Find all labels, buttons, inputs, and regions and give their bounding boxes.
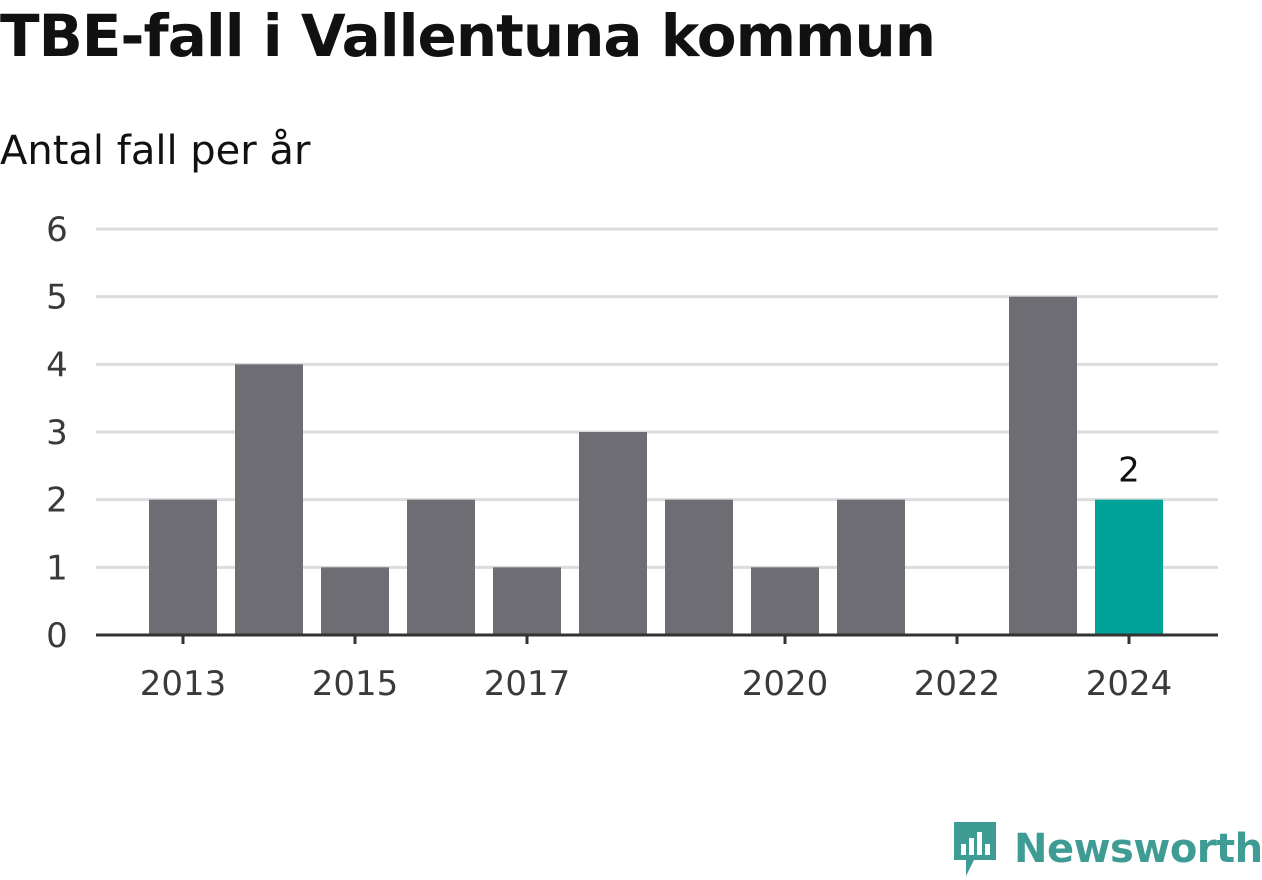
bar-2020 <box>751 567 819 635</box>
x-tick-label: 2020 <box>742 664 829 704</box>
bar-2023 <box>1009 296 1077 635</box>
bar-2018 <box>579 432 647 635</box>
y-tick-label: 1 <box>46 548 68 588</box>
bar-2024 <box>1095 499 1163 635</box>
bar-2016 <box>407 499 475 635</box>
y-tick-label: 4 <box>46 345 68 385</box>
bar-2017 <box>493 567 561 635</box>
x-tick-label: 2013 <box>140 664 227 704</box>
x-tick-label: 2015 <box>312 664 399 704</box>
y-tick-label: 5 <box>46 278 68 318</box>
x-axis-ticks: 2013 2015 2017 2020 2022 2024 <box>140 635 1173 704</box>
newsworthy-logo-icon <box>954 822 996 876</box>
y-axis-ticks: 0 1 2 3 4 5 6 <box>46 210 68 656</box>
y-tick-label: 3 <box>46 413 68 453</box>
y-tick-label: 6 <box>46 210 68 250</box>
y-tick-label: 2 <box>46 481 68 521</box>
bars <box>149 296 1163 635</box>
data-label-2024: 2 <box>1118 451 1140 491</box>
bar-2014 <box>235 364 303 635</box>
chart-subtitle: Antal fall per år <box>0 128 311 174</box>
x-tick-label: 2017 <box>484 664 571 704</box>
x-tick-label: 2022 <box>914 664 1001 704</box>
y-tick-label: 0 <box>46 616 68 656</box>
chart-title: TBE-fall i Vallentuna kommun <box>0 2 936 70</box>
bar-2021 <box>837 499 905 635</box>
bar-2013 <box>149 499 217 635</box>
x-tick-label: 2024 <box>1086 664 1173 704</box>
bar-2019 <box>665 499 733 635</box>
bar-2015 <box>321 567 389 635</box>
data-labels: 2 <box>1118 451 1140 491</box>
newsworthy-logo-text: Newsworthy <box>1014 826 1262 872</box>
newsworthy-logo: Newsworthy <box>950 818 1262 880</box>
